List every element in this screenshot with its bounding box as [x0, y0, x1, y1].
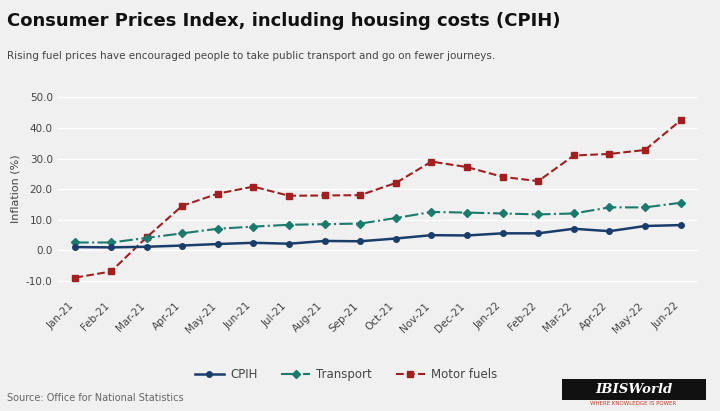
Text: WHERE KNOWLEDGE IS POWER: WHERE KNOWLEDGE IS POWER — [590, 401, 677, 406]
Text: Source: Office for National Statistics: Source: Office for National Statistics — [7, 393, 184, 403]
Bar — [562, 379, 706, 400]
Text: Consumer Prices Index, including housing costs (CPIH): Consumer Prices Index, including housing… — [7, 12, 561, 30]
Text: Rising fuel prices have encouraged people to take public transport and go on few: Rising fuel prices have encouraged peopl… — [7, 51, 495, 61]
Legend: CPIH, Transport, Motor fuels: CPIH, Transport, Motor fuels — [190, 364, 502, 386]
Y-axis label: Inflation (%): Inflation (%) — [10, 155, 20, 223]
Text: IBISWorld: IBISWorld — [595, 383, 672, 396]
